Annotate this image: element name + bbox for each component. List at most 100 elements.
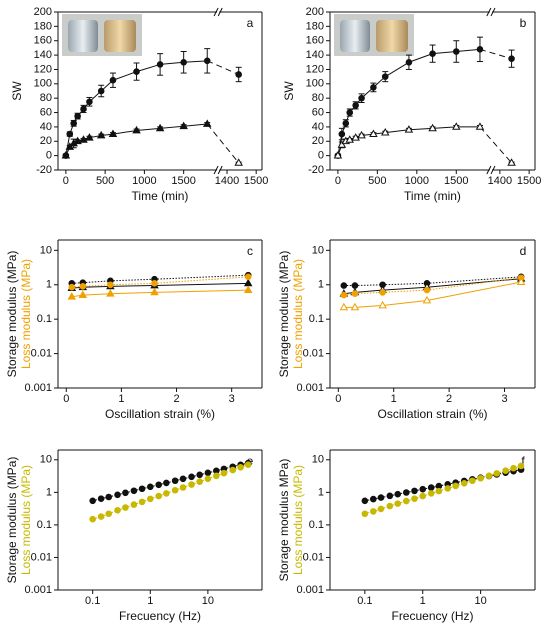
marker [452, 48, 460, 55]
axis-break [217, 7, 223, 17]
marker [237, 464, 244, 471]
marker [361, 510, 369, 518]
marker [510, 464, 517, 472]
y-tick-label: 200 [34, 6, 52, 18]
marker [122, 489, 129, 497]
marker [423, 286, 431, 294]
y-tick-label: 0.01 [303, 551, 324, 563]
marker [342, 120, 350, 127]
y-tick-label: 200 [306, 6, 324, 18]
line-segment [207, 60, 239, 75]
marker [114, 507, 121, 514]
marker [105, 493, 113, 501]
marker [132, 125, 141, 134]
y-axis-label: Storage modulus (MPa) [277, 251, 291, 378]
marker [66, 130, 74, 138]
marker [346, 109, 354, 116]
marker [427, 490, 435, 497]
marker [243, 278, 253, 287]
marker [68, 283, 76, 291]
marker [380, 128, 390, 136]
x-tick-label: 3 [229, 393, 235, 405]
marker [370, 508, 377, 515]
marker [517, 462, 525, 470]
panel: -20 0 20 40 60 80 100 120 140 160 180 200 0 500 1000 15… [10, 6, 268, 203]
y-tick-label: 1 [318, 486, 324, 498]
marker [377, 505, 385, 513]
panel-letter: a [247, 16, 254, 30]
marker [244, 461, 252, 469]
y-tick-label: 0.01 [31, 551, 52, 563]
marker [469, 477, 476, 485]
line-segment [112, 130, 137, 135]
marker [379, 289, 386, 296]
x-tick-label: 10 [474, 595, 486, 607]
y-tick-label: 140 [306, 49, 324, 61]
marker [61, 151, 71, 159]
marker [89, 515, 96, 523]
y-tick-label: 10 [40, 244, 52, 256]
line-segment [110, 285, 155, 287]
line-segment [183, 123, 208, 127]
panel: 0.001 0.01 0.1 1 10 0 1 2 3 Oscillation strain (%… [277, 239, 536, 421]
y-tick-label: 0.1 [37, 519, 52, 531]
y-tick-label: 0.001 [24, 382, 52, 394]
y-tick-label: 0 [46, 150, 52, 162]
marker [89, 497, 96, 505]
line-segment [426, 278, 522, 288]
axis-break [217, 165, 223, 175]
y-tick-label: 10 [312, 244, 324, 256]
axis-break [486, 7, 492, 17]
line-segment [432, 126, 457, 129]
line-segment [354, 291, 383, 295]
x-tick-label: 0.1 [85, 595, 100, 607]
axis-break [213, 7, 219, 17]
panel-letter: d [520, 244, 527, 258]
marker [377, 494, 385, 501]
y-tick-label: 0.1 [309, 313, 324, 325]
y-tick-label: 100 [306, 78, 324, 90]
marker [243, 285, 253, 293]
panel-letter: b [520, 16, 527, 30]
line-segment [382, 282, 427, 286]
marker [97, 495, 105, 502]
marker [73, 136, 82, 145]
line-segment [110, 282, 155, 286]
line-segment [154, 282, 249, 287]
marker [203, 57, 211, 65]
y-axis-label: Storage modulus MPa) [277, 459, 291, 582]
x-tick-label: 2 [173, 393, 179, 405]
marker [340, 282, 348, 289]
y-tick-label: 0.01 [31, 347, 52, 359]
marker [428, 123, 437, 132]
line-segment [206, 123, 240, 164]
y-tick-label: 160 [34, 35, 52, 47]
y-tick-label: 0.1 [37, 313, 52, 325]
y-tick-label: 10 [312, 454, 324, 466]
axis-break [490, 165, 496, 175]
y-tick-label: 20 [40, 135, 52, 147]
line-segment [408, 53, 433, 63]
line-segment [426, 277, 522, 291]
marker [507, 158, 516, 166]
line-segment [432, 51, 457, 55]
marker [65, 142, 75, 150]
line-segment [479, 48, 512, 60]
marker [493, 470, 501, 477]
x-tick-label: 0 [63, 393, 69, 405]
marker [502, 467, 509, 474]
x-tick-label: 500 [96, 175, 114, 187]
marker [452, 122, 461, 130]
marker [70, 120, 78, 127]
line-segment [136, 63, 161, 73]
marker [204, 475, 212, 483]
x-axis-label: Frecuency (Hz) [119, 609, 201, 623]
x-tick-label: 10 [202, 595, 214, 607]
marker [508, 55, 515, 62]
marker [333, 151, 343, 159]
marker [146, 495, 154, 503]
line-segment [160, 125, 184, 129]
marker [196, 478, 203, 485]
x-tick-label: 1 [147, 595, 153, 607]
